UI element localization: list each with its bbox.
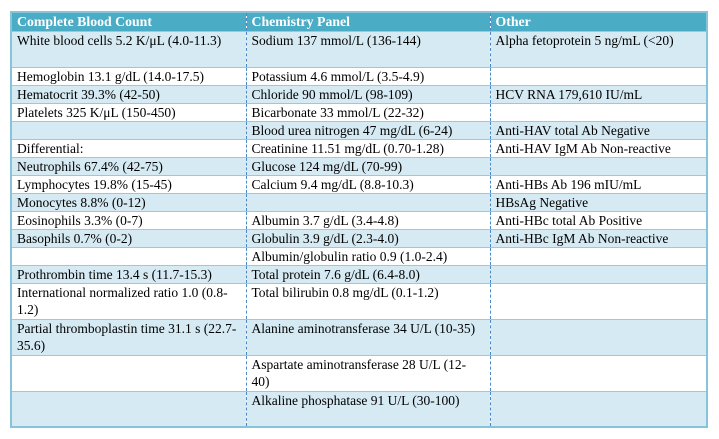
lab-value-cell: International normalized ratio 1.0 (0.8-… (11, 282, 246, 319)
lab-value-cell (489, 264, 707, 283)
table-row: Eosinophils 3.3% (0-7) Albumin 3.7 g/dL … (11, 210, 707, 229)
lab-value-cell (489, 156, 707, 175)
lab-value-cell: Anti-HAV total Ab Negative (489, 120, 707, 139)
lab-value-cell: Hematocrit 39.3% (42-50) (11, 84, 246, 103)
lab-value-cell: Albumin/globulin ratio 0.9 (1.0-2.4) (245, 246, 490, 265)
table-row: Partial thromboplastin time 31.1 s (22.7… (11, 318, 707, 355)
lab-value-cell: Eosinophils 3.3% (0-7) (11, 210, 246, 229)
lab-value-cell: White blood cells 5.2 K/μL (4.0-11.3) (11, 30, 246, 67)
lab-value-cell: Lymphocytes 19.8% (15-45) (11, 174, 246, 193)
lab-value-cell: Potassium 4.6 mmol/L (3.5-4.9) (245, 66, 490, 85)
lab-value-cell (245, 192, 490, 211)
table-row: Differential: Creatinine 11.51 mg/dL (0.… (11, 138, 707, 157)
lab-value-cell: Sodium 137 mmol/L (136-144) (245, 30, 490, 67)
lab-value-cell: Basophils 0.7% (0-2) (11, 228, 246, 247)
table-row: Hematocrit 39.3% (42-50) Chloride 90 mmo… (11, 84, 707, 103)
lab-value-cell (11, 390, 246, 427)
lab-value-cell: Hemoglobin 13.1 g/dL (14.0-17.5) (11, 66, 246, 85)
lab-value-cell: Globulin 3.9 g/dL (2.3-4.0) (245, 228, 490, 247)
lab-value-cell (11, 246, 246, 265)
lab-value-cell: Aspartate aminotransferase 28 U/L (12-40… (245, 354, 490, 391)
lab-value-cell (489, 246, 707, 265)
lab-value-cell: Anti-HBc IgM Ab Non-reactive (489, 228, 707, 247)
table-row: Alkaline phosphatase 91 U/L (30-100) (11, 390, 707, 427)
lab-value-cell: Creatinine 11.51 mg/dL (0.70-1.28) (245, 138, 490, 157)
lab-value-cell (11, 354, 246, 391)
lab-value-cell: Blood urea nitrogen 47 mg/dL (6-24) (245, 120, 490, 139)
lab-value-cell: Anti-HBs Ab 196 mIU/mL (489, 174, 707, 193)
lab-value-cell: Total bilirubin 0.8 mg/dL (0.1-1.2) (245, 282, 490, 319)
lab-value-cell: Total protein 7.6 g/dL (6.4-8.0) (245, 264, 490, 283)
table-row: White blood cells 5.2 K/μL (4.0-11.3) So… (11, 30, 707, 67)
table-row: Aspartate aminotransferase 28 U/L (12-40… (11, 354, 707, 391)
lab-value-cell: Anti-HAV IgM Ab Non-reactive (489, 138, 707, 157)
lab-value-cell: HCV RNA 179,610 IU/mL (489, 84, 707, 103)
lab-value-cell: Alanine aminotransferase 34 U/L (10-35) (245, 318, 490, 355)
lab-value-cell (489, 318, 707, 355)
column-header-complete-blood-count: Complete Blood Count (11, 12, 246, 31)
table-row: Hemoglobin 13.1 g/dL (14.0-17.5) Potassi… (11, 66, 707, 85)
table-row: Albumin/globulin ratio 0.9 (1.0-2.4) (11, 246, 707, 265)
lab-value-cell (489, 390, 707, 427)
table-row: International normalized ratio 1.0 (0.8-… (11, 282, 707, 319)
lab-value-cell: Prothrombin time 13.4 s (11.7-15.3) (11, 264, 246, 283)
lab-value-cell: Bicarbonate 33 mmol/L (22-32) (245, 102, 490, 121)
table-row: Blood urea nitrogen 47 mg/dL (6-24) Anti… (11, 120, 707, 139)
table-row: Neutrophils 67.4% (42-75) Glucose 124 mg… (11, 156, 707, 175)
lab-value-cell: Differential: (11, 138, 246, 157)
lab-value-cell: Glucose 124 mg/dL (70-99) (245, 156, 490, 175)
table-row: Monocytes 8.8% (0-12) HBsAg Negative (11, 192, 707, 211)
lab-value-cell: Anti-HBc total Ab Positive (489, 210, 707, 229)
lab-value-cell: Platelets 325 K/μL (150-450) (11, 102, 246, 121)
lab-value-cell: Calcium 9.4 mg/dL (8.8-10.3) (245, 174, 490, 193)
lab-value-cell (489, 66, 707, 85)
lab-value-cell (489, 282, 707, 319)
lab-value-cell (11, 120, 246, 139)
lab-results-table: Complete Blood Count Chemistry Panel Oth… (10, 11, 708, 428)
table-row: Basophils 0.7% (0-2) Globulin 3.9 g/dL (… (11, 228, 707, 247)
table-header-row: Complete Blood Count Chemistry Panel Oth… (11, 12, 707, 31)
lab-value-cell (489, 354, 707, 391)
lab-value-cell: Alpha fetoprotein 5 ng/mL (<20) (489, 30, 707, 67)
lab-value-cell: Partial thromboplastin time 31.1 s (22.7… (11, 318, 246, 355)
table-row: Prothrombin time 13.4 s (11.7-15.3) Tota… (11, 264, 707, 283)
table-row: Platelets 325 K/μL (150-450) Bicarbonate… (11, 102, 707, 121)
column-header-other: Other (489, 12, 707, 31)
lab-value-cell: Neutrophils 67.4% (42-75) (11, 156, 246, 175)
lab-value-cell: Alkaline phosphatase 91 U/L (30-100) (245, 390, 490, 427)
lab-value-cell: Albumin 3.7 g/dL (3.4-4.8) (245, 210, 490, 229)
table-row: Lymphocytes 19.8% (15-45) Calcium 9.4 mg… (11, 174, 707, 193)
column-header-chemistry-panel: Chemistry Panel (245, 12, 490, 31)
lab-value-cell: Chloride 90 mmol/L (98-109) (245, 84, 490, 103)
lab-value-cell: Monocytes 8.8% (0-12) (11, 192, 246, 211)
lab-value-cell (489, 102, 707, 121)
lab-value-cell: HBsAg Negative (489, 192, 707, 211)
